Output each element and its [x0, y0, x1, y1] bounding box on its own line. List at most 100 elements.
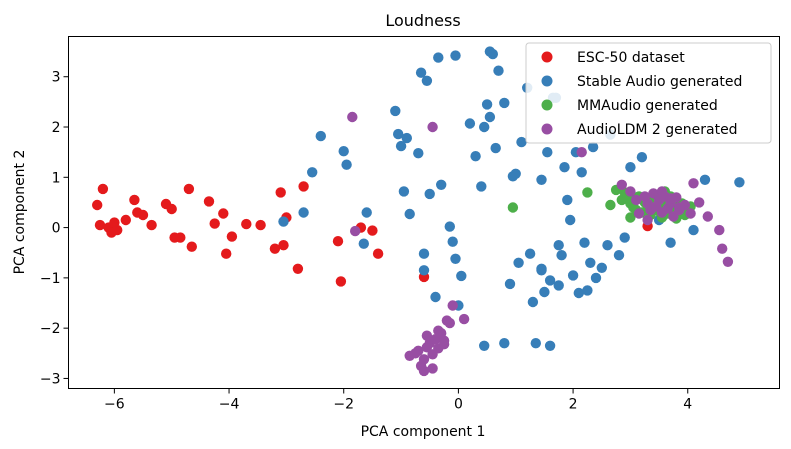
series-1-point — [307, 167, 318, 178]
legend: ESC-50 dataset Stable Audio generated MMAu… — [525, 42, 772, 144]
series-1-point — [567, 270, 579, 281]
series-0-point — [278, 240, 289, 251]
x-tick-label: 4 — [683, 397, 692, 413]
series-0-point — [298, 181, 309, 192]
series-1-point — [542, 147, 553, 158]
series-1-point — [530, 338, 541, 349]
y-tick-label: 3 — [52, 70, 61, 86]
legend-marker-0 — [541, 51, 553, 63]
series-1-point — [341, 159, 352, 170]
legend-marker-3 — [541, 123, 553, 135]
series-1-point — [544, 340, 556, 351]
series-0-point — [269, 243, 281, 254]
series-2-point — [507, 202, 519, 213]
series-1-point — [544, 275, 556, 286]
series-1-point — [493, 65, 504, 76]
x-tick-label: −2 — [333, 397, 354, 413]
series-0-point — [183, 183, 195, 195]
legend-label-2: MMAudio generated — [577, 98, 718, 114]
series-1-point — [602, 240, 613, 251]
series-1-point — [499, 97, 510, 109]
series-3-point — [438, 339, 450, 350]
series-0-point — [120, 214, 131, 226]
series-0-point — [166, 203, 177, 215]
series-3-point — [717, 243, 728, 254]
series-1-point — [665, 237, 676, 248]
series-1-point — [699, 174, 711, 185]
series-3-point — [447, 300, 458, 311]
series-1-point — [524, 248, 536, 259]
series-1-point — [476, 181, 487, 192]
series-1-point — [625, 162, 636, 173]
legend-marker-1 — [541, 75, 553, 87]
series-0-point — [292, 263, 304, 274]
series-1-point — [573, 287, 584, 299]
series-1-point — [404, 208, 415, 220]
series-1-point — [490, 142, 501, 154]
series-0-point — [226, 231, 238, 242]
x-tick-label: 0 — [454, 397, 463, 413]
series-1-point — [278, 216, 289, 227]
series-1-point — [413, 148, 424, 159]
legend-marker-2 — [541, 99, 553, 111]
series-3-point — [444, 317, 455, 329]
series-2-point — [625, 212, 636, 223]
series-1-point — [424, 188, 435, 200]
legend-label-0: ESC-50 dataset — [577, 50, 685, 66]
series-1-point — [734, 177, 745, 188]
series-3-point — [418, 365, 430, 377]
series-0-point — [221, 248, 232, 259]
series-0-point — [372, 248, 384, 259]
series-0-point — [94, 219, 106, 231]
x-axis-label: PCA component 1 — [361, 424, 486, 440]
series-3-point — [427, 121, 438, 133]
series-0-point — [367, 225, 378, 236]
series-1-point — [596, 262, 607, 273]
series-1-point — [470, 151, 481, 162]
series-1-point — [398, 186, 410, 197]
series-0-point — [146, 219, 157, 231]
series-1-point — [447, 236, 458, 247]
series-3-point — [722, 256, 734, 267]
series-1-point — [450, 50, 461, 61]
series-1-point — [444, 221, 455, 232]
series-1-point — [481, 99, 493, 110]
series-3-point — [685, 208, 696, 219]
series-1-point — [361, 207, 372, 218]
series-3-point — [427, 363, 438, 374]
series-3-point — [694, 197, 705, 208]
series-0-point — [241, 218, 252, 230]
series-0-point — [137, 209, 149, 221]
series-2-point — [605, 199, 616, 211]
series-1-point — [436, 179, 447, 190]
plot-frame — [68, 36, 780, 389]
series-1-point — [395, 140, 407, 152]
series-0-point — [332, 236, 344, 247]
series-1-point — [582, 285, 593, 296]
y-tick-label: −3 — [40, 371, 61, 387]
series-3-point — [458, 313, 470, 325]
series-1-point — [421, 75, 433, 87]
series-1-point — [418, 265, 430, 276]
series-3-point — [656, 186, 668, 197]
series-1-point — [390, 105, 401, 117]
series-3-point — [665, 193, 676, 204]
series-0-point — [275, 187, 286, 198]
series-1-point — [450, 253, 461, 264]
series-3-point — [418, 354, 430, 365]
series-2-point — [582, 187, 593, 198]
series-0-point — [92, 199, 103, 211]
series-1-point — [539, 286, 550, 298]
y-axis-label: PCA component 2 — [12, 150, 28, 275]
series-1-point — [484, 111, 496, 123]
series-3-point — [350, 225, 361, 237]
chart-title: Loudness — [385, 11, 460, 30]
series-1-point — [579, 237, 590, 248]
series-1-point — [513, 257, 524, 268]
series-1-point — [587, 141, 599, 153]
series-1-point — [338, 146, 349, 157]
series-1-point — [636, 152, 648, 163]
x-tick-label: −6 — [104, 397, 125, 413]
series-0-point — [209, 218, 220, 229]
